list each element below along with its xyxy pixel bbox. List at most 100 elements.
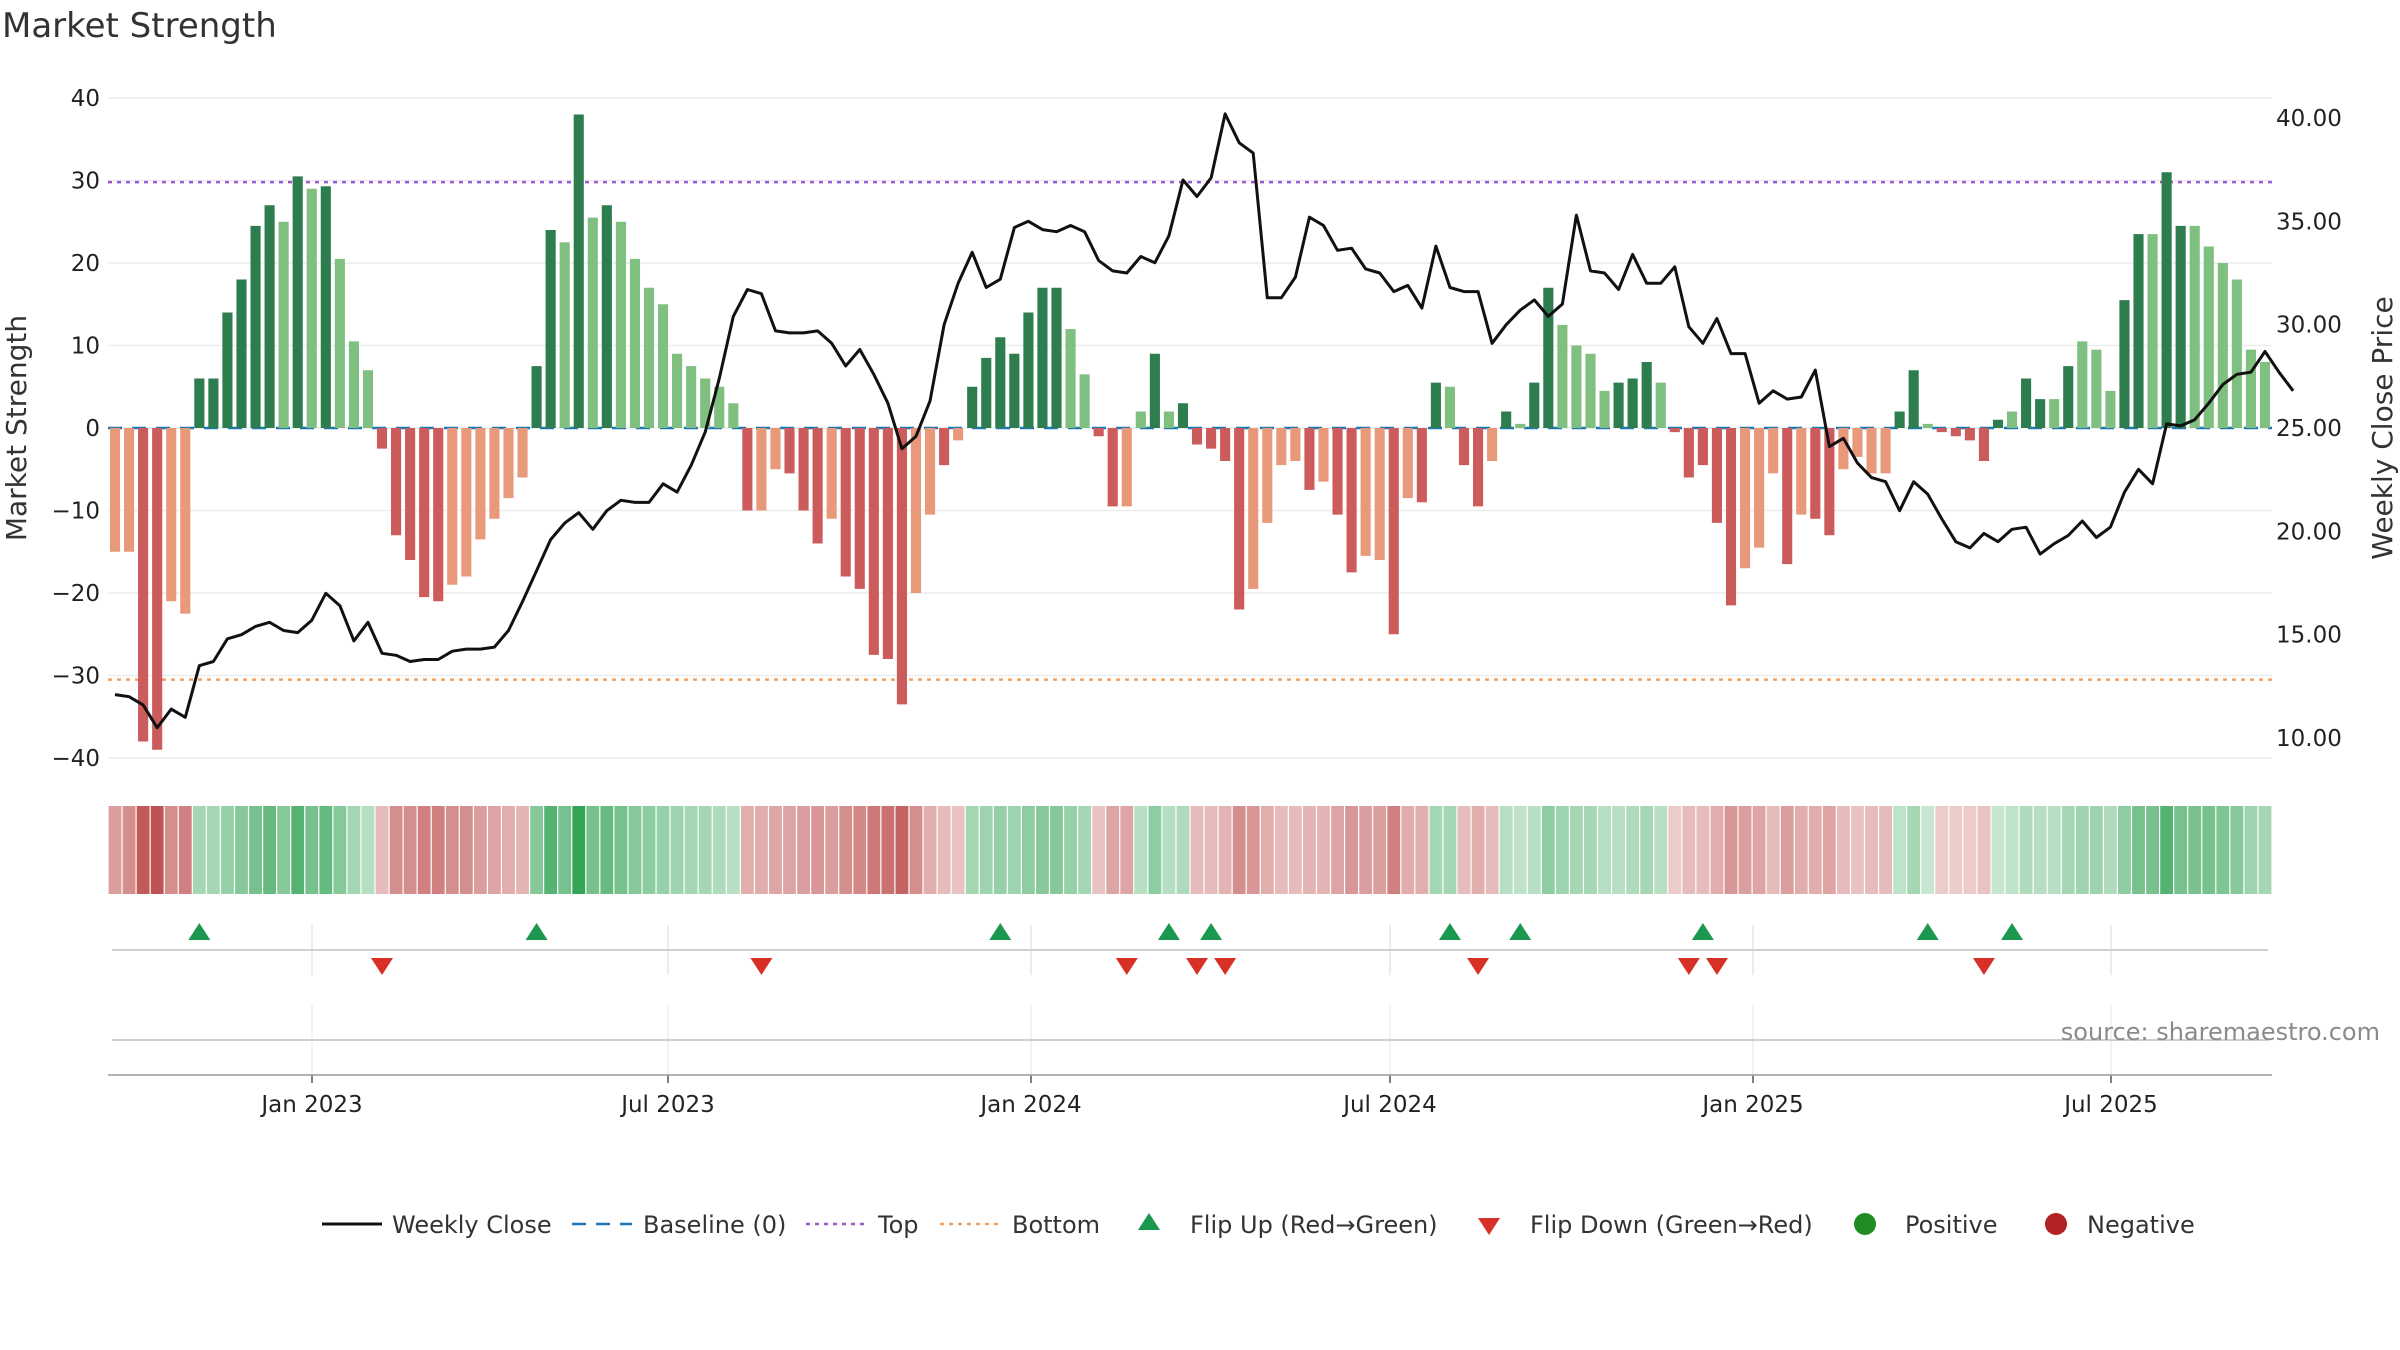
strength-bar <box>236 279 247 428</box>
heatmap-cell <box>1260 806 1274 894</box>
strength-bar <box>559 242 570 428</box>
heatmap-cell <box>2103 806 2117 894</box>
strength-bar <box>939 428 950 466</box>
strength-bar <box>1051 287 1062 428</box>
heatmap-cell <box>2174 806 2188 894</box>
flip-down-marker <box>1186 958 1209 975</box>
heatmap-cell <box>1626 806 1640 894</box>
heatmap-cell <box>783 806 796 894</box>
axes: 40 30 20 10 0 −10 −20 −30 −40 40.00 35.00 30.00 25.0… <box>0 86 2399 772</box>
strength-bar <box>517 428 528 478</box>
heatmap-cell <box>2005 806 2019 894</box>
strength-bar <box>1332 428 1343 515</box>
strength-bar <box>2063 366 2074 428</box>
flip-down-marker <box>371 958 394 975</box>
flip-up-marker <box>1438 923 1461 940</box>
heatmap-cell <box>1288 806 1302 894</box>
heatmap-cell <box>1555 806 1569 894</box>
heatmap-cell <box>825 806 839 894</box>
heatmap-cell <box>403 806 417 894</box>
flip-up-marker <box>1509 923 1532 940</box>
strength-bar <box>1107 428 1118 507</box>
legend-item-flip-up: Flip Up (Red→Green) <box>1138 1211 1438 1239</box>
strength-bar <box>503 428 514 499</box>
heatmap-cell <box>305 806 319 894</box>
heatmap-cell <box>459 806 473 894</box>
heatmap-cell <box>1991 806 2005 894</box>
strength-bar <box>2035 399 2046 428</box>
strength-bar <box>1501 411 1512 428</box>
legend-item-line: Weekly Close <box>322 1211 552 1239</box>
strength-bar <box>109 428 121 552</box>
flip-up-marker <box>525 923 548 940</box>
strength-bar <box>1655 382 1666 428</box>
heatmap-cell <box>1415 806 1429 894</box>
heatmap-cell <box>2061 806 2075 894</box>
strength-bar <box>1402 428 1413 499</box>
y-tick-label: 10 <box>71 334 100 360</box>
heatmap-cell <box>291 806 305 894</box>
strength-bar <box>152 428 163 750</box>
strength-bar <box>1641 362 1652 428</box>
y-tick-label: 20 <box>71 251 100 277</box>
heatmap-cell <box>2146 806 2159 894</box>
heatmap-cell <box>192 806 206 894</box>
legend-swatch <box>1478 1218 1500 1235</box>
strength-bar <box>2091 349 2102 428</box>
heatmap-cell <box>122 806 136 894</box>
heatmap-cell <box>951 806 965 894</box>
heatmap-cell <box>1598 806 1611 894</box>
heatmap-cell <box>867 806 881 894</box>
strength-bars <box>109 114 2271 750</box>
heatmap-cell <box>1387 806 1401 894</box>
strength-bar <box>1248 428 1259 589</box>
strength-bar <box>376 428 388 449</box>
legend-label: Baseline (0) <box>643 1211 786 1239</box>
flip-up-marker <box>1916 923 1939 940</box>
heatmap-cell <box>1682 806 1696 894</box>
strength-bar <box>2021 378 2032 428</box>
heatmap-cell <box>502 806 515 894</box>
heatmap-cell <box>1232 806 1246 894</box>
heatmap-cell <box>1303 806 1316 894</box>
heatmap-cell <box>1036 806 1049 894</box>
heatmap-cell <box>417 806 431 894</box>
strength-bar <box>1669 428 1680 433</box>
heatmap-cell <box>1668 806 1682 894</box>
heatmap-cell <box>1766 806 1780 894</box>
strength-bar <box>587 217 598 428</box>
x-tick-label: Jul 2023 <box>619 1092 715 1118</box>
strength-bar <box>1304 428 1315 490</box>
strength-bar <box>2049 399 2060 428</box>
heatmap-cell <box>670 806 684 894</box>
strength-bar <box>1922 423 1933 428</box>
strength-bar <box>1754 428 1765 548</box>
heatmap-cell <box>347 806 361 894</box>
heatmap-cell <box>2230 806 2244 894</box>
strength-bar <box>1810 428 1821 519</box>
heatmap-cell <box>2258 806 2272 894</box>
strength-bar <box>1683 428 1694 478</box>
heatmap-cell <box>1021 806 1035 894</box>
strength-bar <box>1388 428 1399 635</box>
chart-title: Market Strength <box>2 6 277 46</box>
heatmap-cell <box>895 806 909 894</box>
heatmap-cell <box>853 806 867 894</box>
y-tick-label: −40 <box>51 746 100 772</box>
strength-bar <box>868 428 879 655</box>
heatmap-cell <box>754 806 768 894</box>
heatmap-cell <box>1893 806 1907 894</box>
strength-bar <box>1079 374 1090 428</box>
strength-bar <box>2217 263 2228 428</box>
strength-bar <box>1585 353 1596 428</box>
heatmap-cell <box>1808 806 1822 894</box>
heatmap-cell <box>712 806 726 894</box>
y2-tick-label: 25.00 <box>2276 416 2342 442</box>
heatmap-cell <box>656 806 670 894</box>
heatmap-cell <box>1457 806 1471 894</box>
strength-bar <box>1093 428 1104 437</box>
heatmap-cell <box>1317 806 1330 894</box>
strength-bar <box>1880 428 1891 474</box>
strength-bar <box>1711 428 1723 523</box>
bottom-panel: Jan 2023 Jul 2023 Jan 2024 Jul 2024 Jan 2025… <box>108 1005 2272 1118</box>
